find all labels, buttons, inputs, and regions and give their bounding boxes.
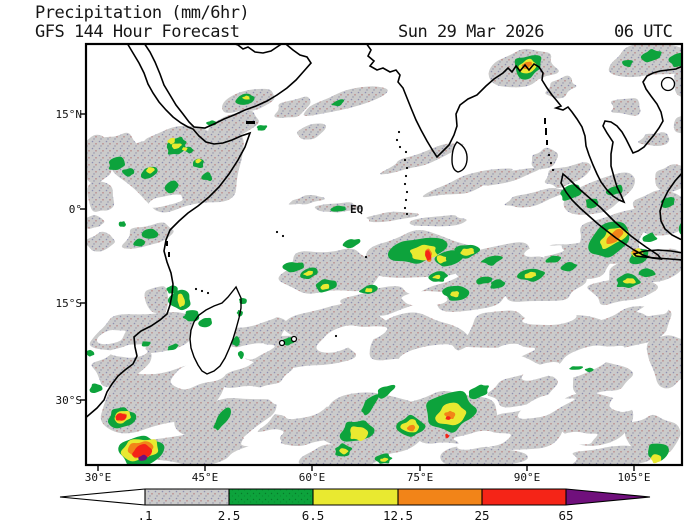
legend-value-3: 12.5 bbox=[383, 508, 413, 523]
page-subtitle: GFS 144 Hour Forecast bbox=[35, 22, 240, 42]
legend-colorbar: .1 2.5 6.5 12.5 25 65 bbox=[59, 488, 651, 523]
coastline-layer bbox=[86, 44, 682, 419]
legend-value-0: .1 bbox=[137, 508, 152, 523]
legend-seg-purple bbox=[566, 489, 650, 505]
forecast-time: 06 UTC bbox=[614, 22, 673, 42]
legend-value-5: 65 bbox=[558, 508, 573, 523]
axis-ticks bbox=[80, 113, 635, 471]
lon-label-45e: 45°E bbox=[192, 471, 219, 484]
legend-seg-none bbox=[60, 489, 145, 505]
legend-seg-yellow bbox=[313, 489, 398, 505]
legend-value-2: 6.5 bbox=[302, 508, 325, 523]
legend-value-4: 25 bbox=[474, 508, 489, 523]
legend-value-1: 2.5 bbox=[218, 508, 241, 523]
map-frame bbox=[84, 42, 684, 467]
lon-label-105e: 105°E bbox=[617, 471, 650, 484]
lon-label-90e: 90°E bbox=[514, 471, 541, 484]
legend-seg-gray bbox=[145, 489, 229, 505]
page-title: Precipitation (mm/6hr) bbox=[35, 3, 250, 23]
lon-label-30e: 30°E bbox=[85, 471, 112, 484]
legend-separators bbox=[144, 489, 567, 505]
precipitation-layer bbox=[86, 44, 682, 465]
equator-label: EQ bbox=[350, 203, 364, 216]
lon-label-60e: 60°E bbox=[299, 471, 326, 484]
legend-seg-orange bbox=[398, 489, 482, 505]
lat-label-15n: 15°N bbox=[56, 108, 83, 121]
lon-label-75e: 75°E bbox=[407, 471, 434, 484]
forecast-date: Sun 29 Mar 2026 bbox=[398, 22, 545, 42]
legend-seg-red bbox=[482, 489, 566, 505]
legend-seg-green bbox=[229, 489, 313, 505]
lat-label-30s: 30°S bbox=[56, 394, 83, 407]
lat-label-0: 0° bbox=[69, 203, 82, 216]
lat-label-15s: 15°S bbox=[56, 297, 83, 310]
